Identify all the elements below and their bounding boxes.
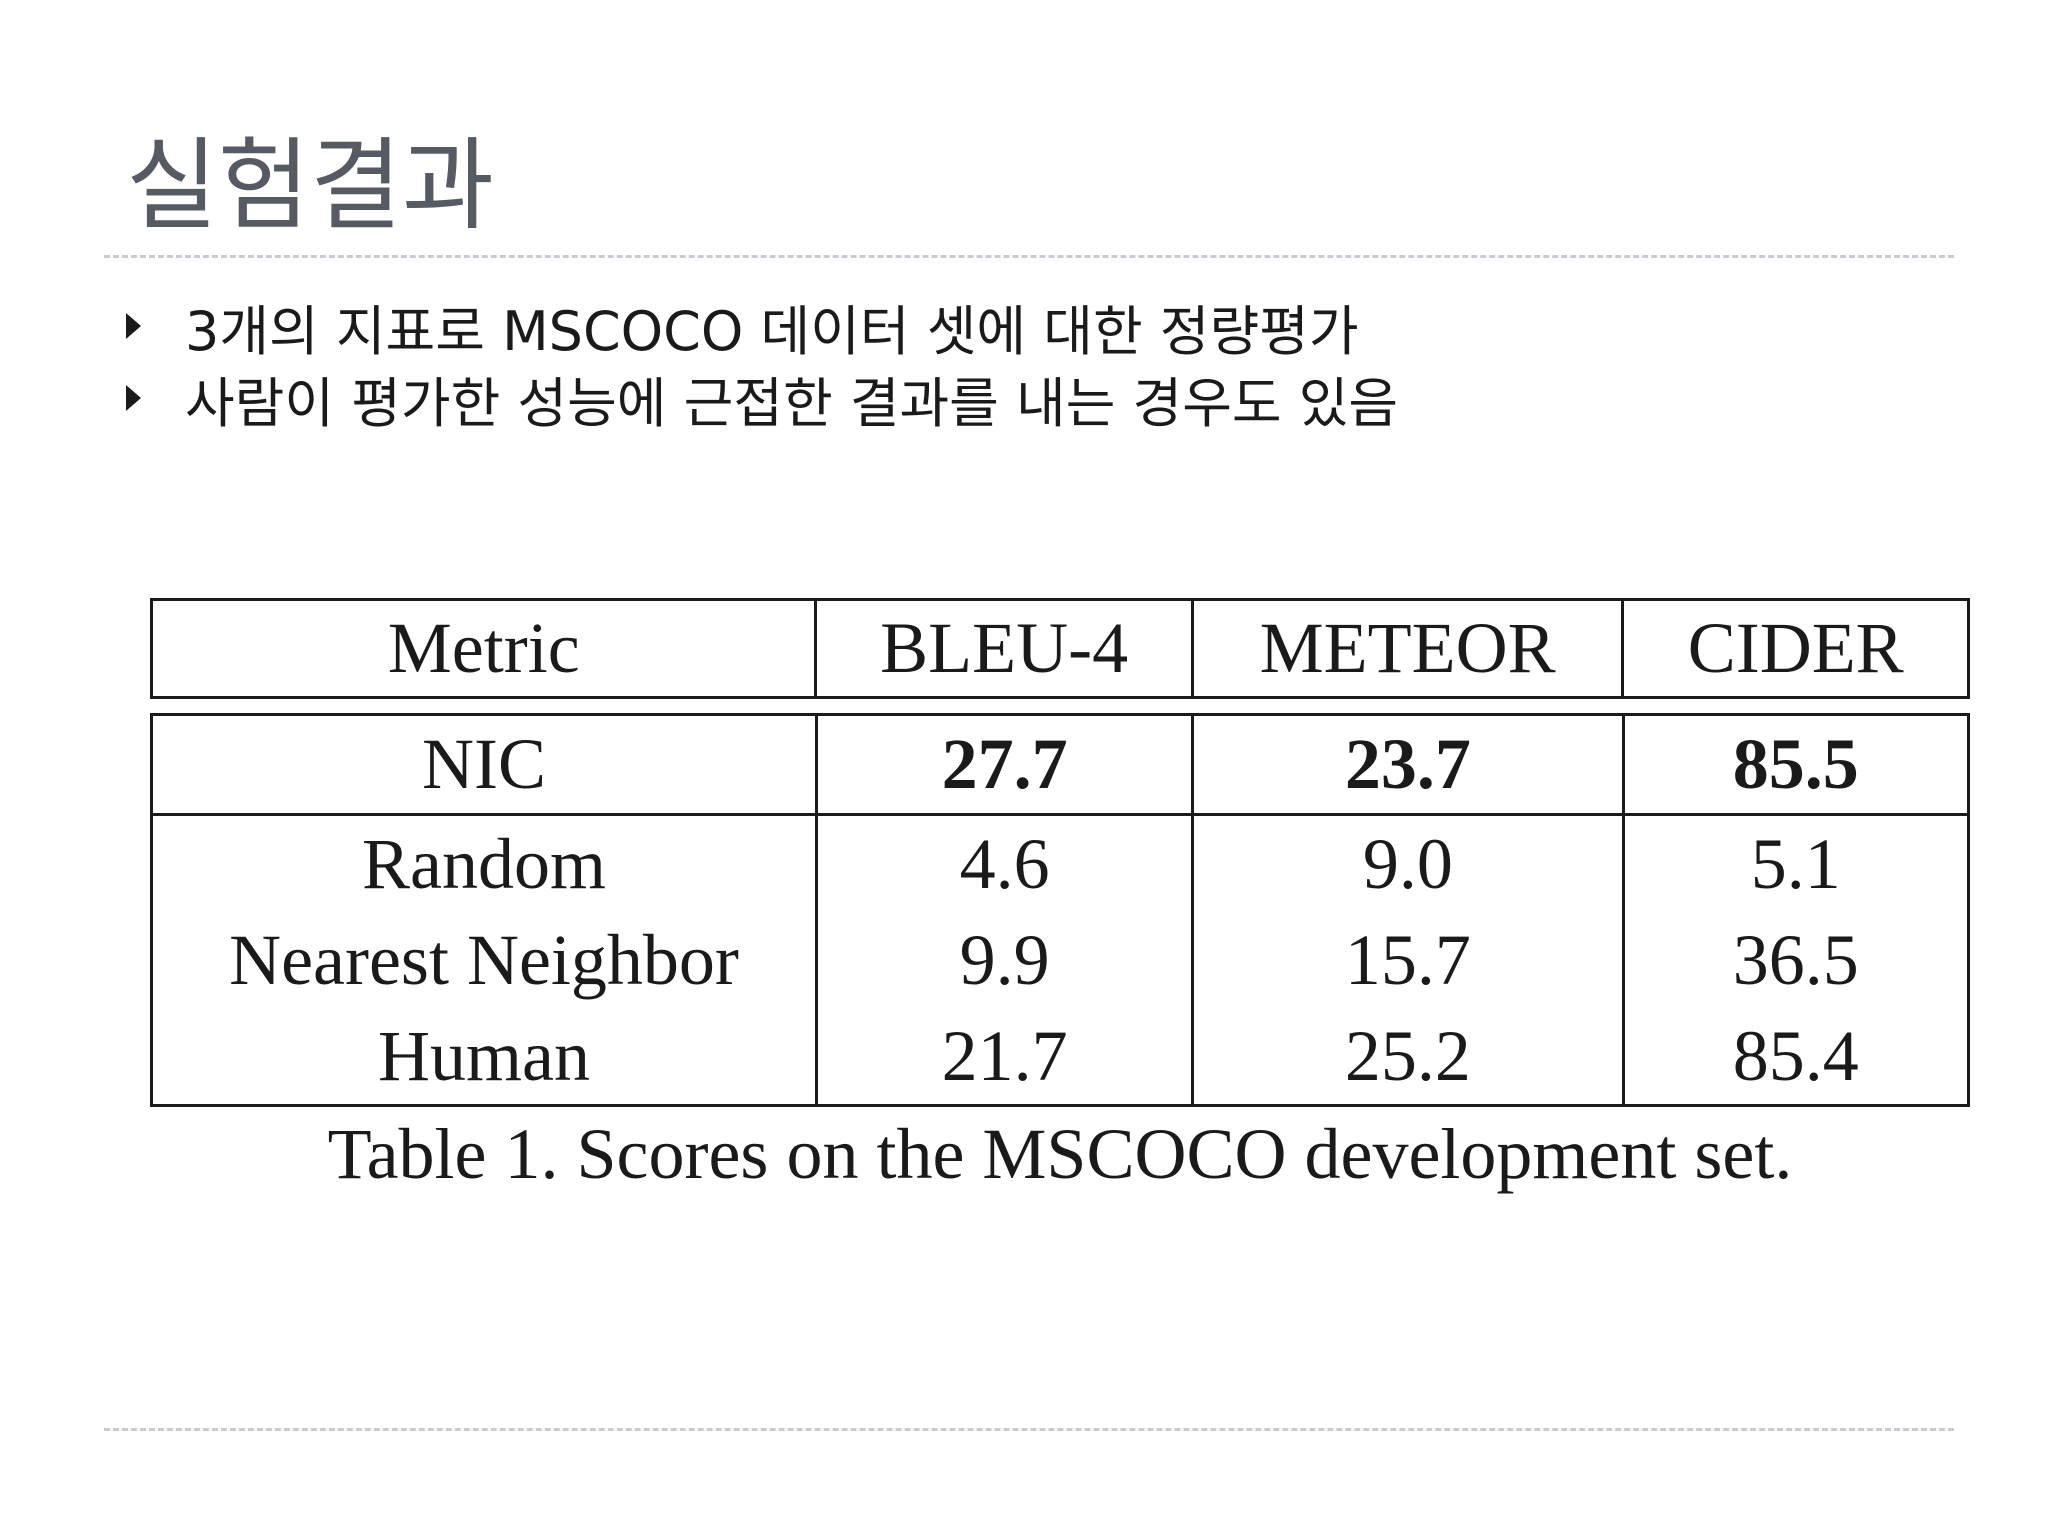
triangle-right-icon (126, 313, 141, 339)
header-metric: Metric (387, 608, 580, 688)
bullet-text: 사람이 평가한 성능에 근접한 결과를 내는 경우도 있음 (185, 371, 1399, 435)
table-row-human: Human 21.7 25.2 85.4 (152, 1008, 1969, 1106)
header-cider: CIDER (1621, 599, 1969, 698)
slide-title: 실험결과 (126, 127, 494, 244)
table-row-nearest-neighbor: Nearest Neighbor 9.9 15.7 36.5 (152, 912, 1969, 1008)
cell-metric: Random (362, 823, 606, 904)
cell-cider: 85.5 (1621, 714, 1969, 816)
cell-metric: Human (378, 1015, 590, 1096)
cell-meteor: 25.2 (1191, 1008, 1624, 1106)
cell-meteor: 9.0 (1191, 814, 1624, 912)
header-bleu4: BLEU-4 (814, 599, 1193, 698)
cell-metric: Nearest Neighbor (229, 919, 739, 1000)
cell-meteor: 23.7 (1191, 714, 1624, 816)
cell-meteor: 15.7 (1191, 912, 1624, 1008)
title-divider (104, 255, 1954, 258)
table-caption: Table 1. Scores on the MSCOCO developmen… (327, 1114, 1793, 1194)
cell-cider: 85.4 (1621, 1008, 1969, 1106)
cell-bleu4: 9.9 (814, 912, 1193, 1008)
cell-bleu4: 4.6 (814, 814, 1193, 912)
bullet-item: 사람이 평가한 성능에 근접한 결과를 내는 경우도 있음 (126, 362, 1398, 435)
table-header: Metric BLEU-4 METEOR CIDER (150, 598, 1970, 699)
table-body: NIC 27.7 23.7 85.5 Random 4.6 9.0 5.1 Ne… (150, 713, 1970, 1107)
cell-cider: 36.5 (1621, 912, 1969, 1008)
bullet-item: 3개의 지표로 MSCOCO 데이터 셋에 대한 정량평가 (126, 290, 1398, 363)
header-meteor: METEOR (1190, 599, 1623, 698)
cell-metric: NIC (151, 714, 817, 816)
triangle-right-icon (126, 385, 141, 411)
table-row-random: Random 4.6 9.0 5.1 (152, 814, 1969, 912)
cell-bleu4: 27.7 (814, 714, 1193, 816)
table-row-nic: NIC 27.7 23.7 85.5 (151, 714, 1969, 816)
cell-cider: 5.1 (1621, 814, 1969, 912)
bullet-list: 3개의 지표로 MSCOCO 데이터 셋에 대한 정량평가 사람이 평가한 성능… (126, 290, 1398, 435)
cell-bleu4: 21.7 (814, 1008, 1193, 1106)
footer-divider (104, 1428, 1954, 1431)
header-row: Metric BLEU-4 METEOR CIDER (152, 599, 1969, 698)
results-table-figure: Metric BLEU-4 METEOR CIDER NIC 27.7 23.7… (150, 598, 1970, 1196)
bullet-text: 3개의 지표로 MSCOCO 데이터 셋에 대한 정량평가 (185, 299, 1359, 363)
